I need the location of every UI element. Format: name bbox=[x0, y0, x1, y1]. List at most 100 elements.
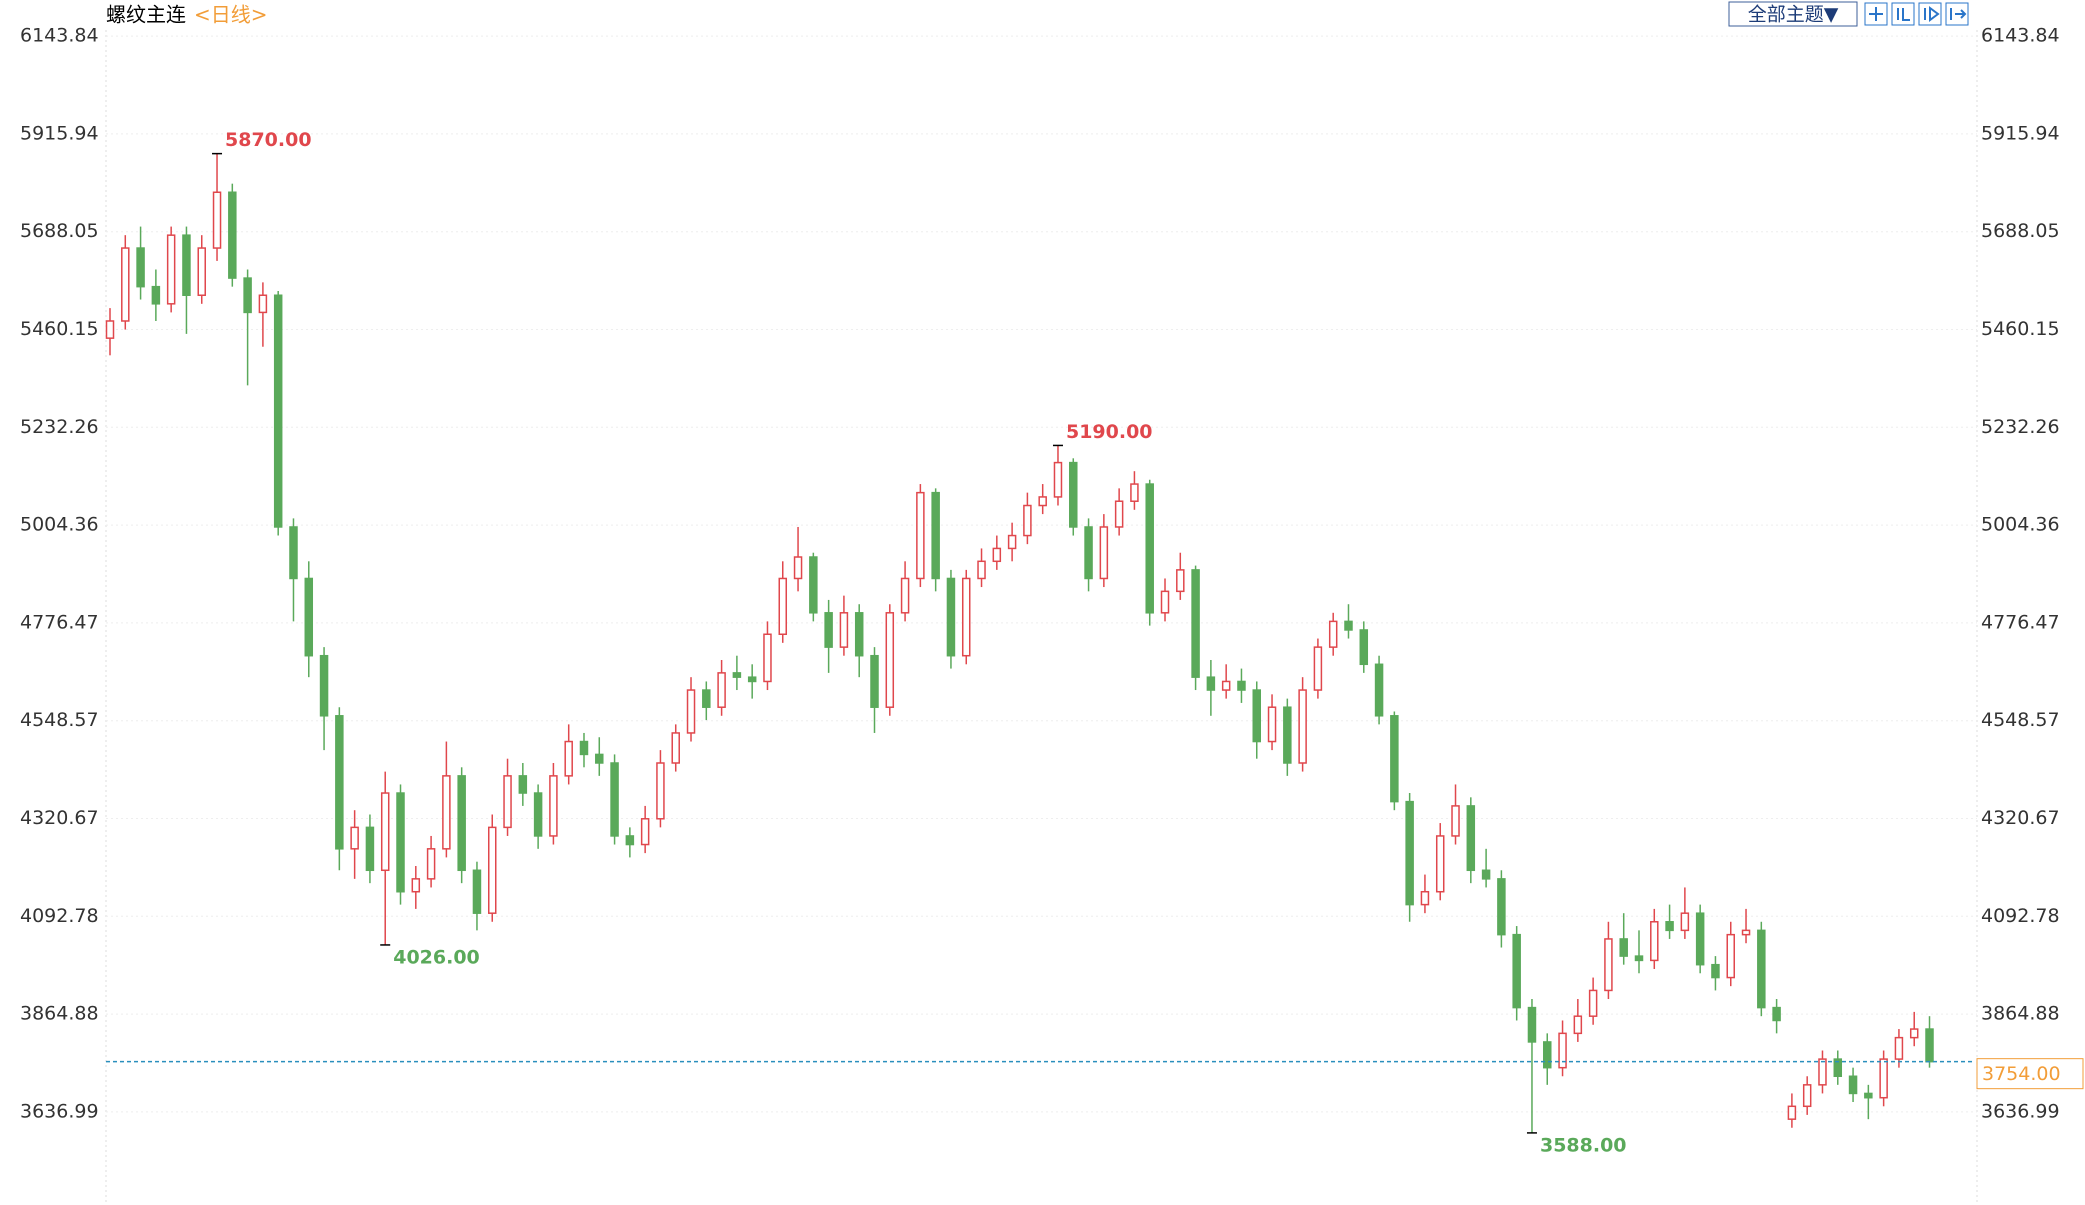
candle-body bbox=[426, 848, 436, 880]
candle-body bbox=[380, 792, 390, 872]
candle-body bbox=[1894, 1036, 1904, 1060]
period: <日线> bbox=[194, 3, 268, 27]
y2-tick-label: 5232.26 bbox=[1981, 416, 2060, 438]
candle-body bbox=[1451, 805, 1460, 837]
candle-body bbox=[1711, 963, 1720, 979]
candle-body bbox=[900, 577, 910, 614]
candle-body bbox=[442, 775, 451, 850]
candle-body bbox=[1604, 938, 1613, 992]
candle-body bbox=[549, 775, 558, 837]
candle-body bbox=[1084, 526, 1093, 580]
candle-body bbox=[1298, 689, 1307, 764]
y-tick-label: 5004.36 bbox=[20, 514, 99, 536]
candle-body bbox=[961, 577, 971, 657]
y2-tick-label: 3864.88 bbox=[1981, 1003, 2060, 1025]
y-tick-label: 4776.47 bbox=[20, 611, 99, 633]
candle-body bbox=[243, 277, 252, 314]
candle-body bbox=[533, 792, 543, 837]
y2-tick-label: 4548.57 bbox=[1981, 709, 2060, 731]
candle-body bbox=[1176, 569, 1185, 593]
candle-body bbox=[824, 612, 833, 648]
candle-body bbox=[1481, 869, 1491, 880]
candle-body bbox=[1313, 646, 1323, 691]
candle-body bbox=[640, 818, 650, 846]
candle-body bbox=[579, 740, 589, 756]
candle-body bbox=[1543, 1041, 1552, 1069]
candle-body bbox=[1374, 663, 1384, 717]
candle-body bbox=[350, 826, 359, 850]
candle-body bbox=[1435, 835, 1445, 893]
candle-body bbox=[1726, 933, 1735, 979]
y2-tick-label: 5915.94 bbox=[1981, 122, 2060, 144]
candle-body bbox=[105, 320, 115, 339]
candle-body bbox=[503, 775, 512, 829]
candle-body bbox=[289, 526, 298, 580]
candle-body bbox=[1634, 955, 1644, 962]
candle-body bbox=[870, 654, 879, 708]
candle-body bbox=[1864, 1092, 1873, 1099]
candle-body bbox=[319, 654, 329, 717]
candle-body bbox=[702, 689, 711, 708]
candle-body bbox=[1160, 590, 1170, 614]
candle-body bbox=[166, 234, 176, 305]
candle-body bbox=[457, 775, 466, 872]
chart-title: 螺纹主连 bbox=[106, 3, 186, 27]
candle-body bbox=[1680, 912, 1690, 932]
y2-tick-label: 3636.99 bbox=[1981, 1100, 2060, 1122]
candle-body bbox=[1497, 878, 1506, 936]
candle-body bbox=[182, 234, 191, 296]
last-price-box bbox=[1976, 1058, 2084, 1090]
candle-body bbox=[656, 762, 665, 820]
candle-body bbox=[931, 491, 940, 580]
candle-body bbox=[1619, 938, 1628, 957]
candle-body bbox=[1221, 680, 1231, 691]
y2-tick-label: 5004.36 bbox=[1981, 514, 2060, 536]
candle-body bbox=[595, 753, 604, 764]
candle-body bbox=[1787, 1105, 1797, 1120]
candle-body bbox=[1099, 526, 1109, 580]
candle-body bbox=[671, 732, 680, 764]
candle-body bbox=[885, 612, 895, 708]
candle-body bbox=[1588, 989, 1598, 1017]
marker-label: 4026.00 bbox=[393, 946, 480, 968]
y-tick-label: 6143.84 bbox=[20, 25, 99, 47]
candle-body bbox=[1252, 689, 1261, 743]
candle-body bbox=[1650, 921, 1659, 962]
candle-body bbox=[1359, 629, 1369, 666]
candle-body bbox=[1925, 1028, 1934, 1063]
y2-tick-label: 5460.15 bbox=[1981, 318, 2060, 340]
candle-body bbox=[747, 676, 757, 683]
theme-button[interactable]: 全部主题▼ bbox=[1748, 4, 1839, 26]
candle-body bbox=[1267, 706, 1277, 743]
candle-body bbox=[686, 689, 696, 734]
candle-body bbox=[1665, 921, 1674, 932]
candle-body bbox=[136, 247, 145, 288]
candle-body bbox=[151, 285, 161, 305]
candle-body bbox=[1573, 1015, 1583, 1035]
y2-tick-label: 5688.05 bbox=[1981, 220, 2060, 242]
candle-body bbox=[1512, 933, 1521, 1009]
candle-body bbox=[1695, 912, 1705, 966]
candle-body bbox=[732, 672, 742, 678]
candle-body bbox=[273, 294, 283, 528]
candle-body bbox=[121, 247, 130, 322]
candle-body bbox=[778, 577, 788, 636]
candle-body bbox=[1818, 1058, 1827, 1086]
candle-body bbox=[335, 715, 344, 850]
candle-body bbox=[992, 547, 1002, 563]
y-tick-label: 3864.88 bbox=[20, 1003, 99, 1025]
icon-glyph bbox=[1924, 6, 1940, 22]
toolbar: 全部主题▼ bbox=[1728, 1, 1969, 27]
candle-body bbox=[809, 556, 818, 614]
y-tick-label: 4320.67 bbox=[20, 807, 99, 829]
candle-body bbox=[839, 612, 849, 648]
icon-glyph bbox=[1897, 8, 1910, 21]
candle-body bbox=[1023, 504, 1032, 537]
candle-body bbox=[1909, 1028, 1919, 1039]
candle-body bbox=[1114, 500, 1124, 528]
candle-body bbox=[1053, 461, 1063, 498]
theme-button-frame[interactable] bbox=[1728, 1, 1858, 27]
icon-glyph bbox=[1950, 8, 1967, 20]
candle-body bbox=[763, 633, 772, 683]
